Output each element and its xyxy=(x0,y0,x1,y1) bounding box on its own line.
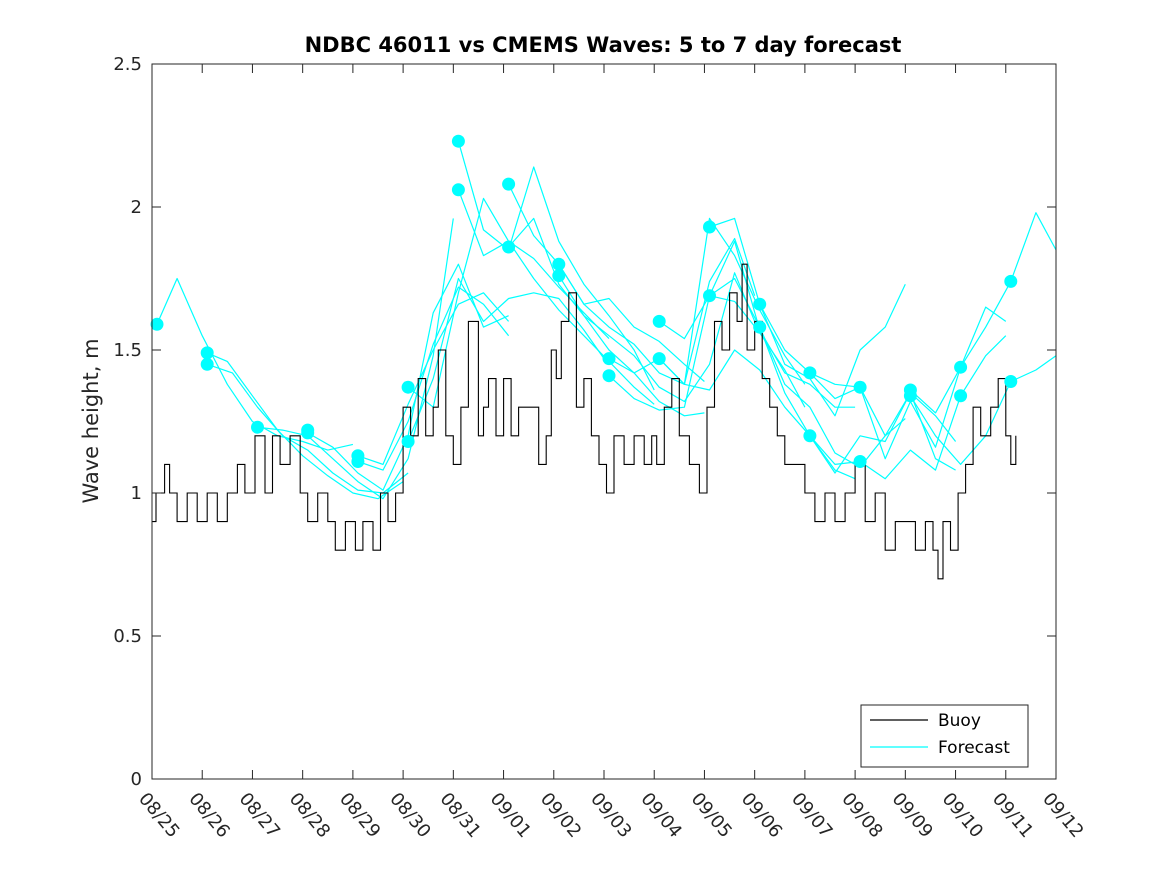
plot-area xyxy=(152,64,1056,779)
y-axis: 0 0.5 1 1.5 2 2.5 xyxy=(113,54,1056,790)
forecast-marker xyxy=(451,183,465,197)
forecast-line xyxy=(608,217,806,385)
buoy-line xyxy=(152,263,1017,580)
forecast-line xyxy=(206,352,404,500)
forecast-line xyxy=(709,277,906,468)
forecast-marker xyxy=(954,389,968,403)
y-tick-label: 2 xyxy=(131,197,142,218)
forecast-line xyxy=(357,292,510,465)
forecast-marker xyxy=(552,257,566,271)
forecast-line xyxy=(558,237,756,385)
forecast-marker xyxy=(150,317,164,331)
forecast-line xyxy=(759,326,956,474)
forecast-marker xyxy=(200,346,214,360)
forecast-line xyxy=(558,272,756,403)
forecast-marker xyxy=(853,455,867,468)
forecast-marker xyxy=(401,435,415,448)
legend: Buoy Forecast xyxy=(860,704,1029,768)
forecast-marker xyxy=(1004,375,1018,388)
forecast-marker xyxy=(351,455,365,468)
forecast-marker xyxy=(451,134,465,148)
forecast-line xyxy=(658,349,856,480)
forecast-line xyxy=(457,189,655,405)
forecast-marker xyxy=(301,426,315,440)
forecast-line xyxy=(407,277,605,442)
forecast-marker xyxy=(251,420,264,434)
forecast-marker xyxy=(502,177,516,191)
y-tick-label: 2.5 xyxy=(113,54,142,75)
forecast-line xyxy=(508,217,705,417)
forecast-marker xyxy=(803,429,817,443)
forecast-marker xyxy=(803,366,817,380)
forecast-marker xyxy=(652,352,666,366)
forecast-marker xyxy=(200,357,214,371)
legend-forecast-label: Forecast xyxy=(938,738,1010,758)
y-tick-label: 0.5 xyxy=(113,626,142,647)
forecast-line xyxy=(909,212,1057,414)
forecast-marker xyxy=(703,220,716,234)
forecast-marker xyxy=(552,269,566,283)
forecast-marker xyxy=(1004,274,1018,288)
marker-layer xyxy=(150,134,1018,468)
forecast-line xyxy=(357,286,510,471)
forecast-line xyxy=(257,218,454,500)
forecast-line xyxy=(207,363,409,494)
forecast-marker xyxy=(652,314,666,328)
forecast-marker xyxy=(602,369,616,383)
forecast-marker xyxy=(853,380,867,394)
forecast-marker xyxy=(502,240,516,254)
chart-title: NDBC 46011 vs CMEMS Waves: 5 to 7 day fo… xyxy=(305,33,902,57)
forecast-marker xyxy=(753,297,767,311)
forecast-marker xyxy=(903,389,917,403)
y-tick-label: 1 xyxy=(131,483,142,504)
legend-buoy-label: Buoy xyxy=(938,711,981,731)
forecast-marker xyxy=(753,320,767,334)
forecast-marker xyxy=(954,360,968,374)
y-tick-label: 0 xyxy=(131,769,142,790)
forecast-line xyxy=(809,335,1007,480)
forecast-marker xyxy=(703,289,716,303)
forecast-marker xyxy=(401,380,415,394)
legend-box xyxy=(860,704,1029,768)
forecast-line xyxy=(508,183,705,382)
y-axis-label: Wave height, m xyxy=(79,338,103,503)
y-tick-label: 1.5 xyxy=(113,340,142,361)
forecast-marker xyxy=(602,352,616,366)
